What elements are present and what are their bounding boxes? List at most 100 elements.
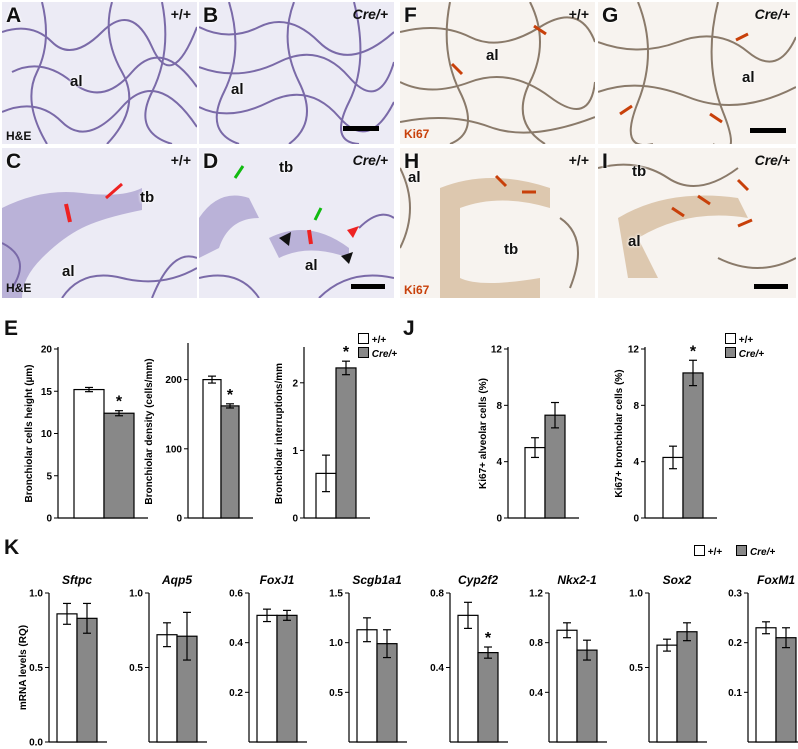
bar-E1-1 (103, 412, 135, 519)
y-tick-label-J1: 12 (491, 345, 503, 356)
bar-K5-1 (477, 651, 499, 743)
height-marker-icon (307, 229, 313, 245)
tissue-label-tb-C: tb (140, 189, 155, 206)
y-tick-label-K2: 1.0 (129, 589, 143, 600)
bar-J2-1 (682, 372, 704, 519)
genotype-label-G: Cre/+ (754, 6, 790, 22)
gene-title-K3: FoxJ1 (260, 573, 295, 587)
y-tick-label-K3: 0.2 (229, 688, 243, 699)
panel-letter-D: D (203, 150, 219, 173)
panel-letter-G: G (602, 4, 619, 27)
legend-swatch-cre (358, 347, 369, 358)
stain-label-F: Ki67 (404, 127, 430, 141)
alveolar-tissue-G (598, 2, 796, 144)
micrograph-A: A +/+ al H&E (2, 2, 197, 144)
bronchiole-tissue-C (2, 182, 197, 298)
y-axis-label-E1: Bronchiolar cells height (µm) (24, 364, 35, 502)
y-axis-label-K1: mRNA levels (RQ) (18, 625, 29, 710)
legend-label-cre: Cre/+ (371, 349, 398, 360)
y-tick-label-K6: 1.2 (529, 589, 543, 600)
legend-K: +/+ Cre/+ (694, 545, 775, 558)
y-axis-label-J1: Ki67+ alveolar cells (%) (478, 378, 489, 489)
gene-title-K5: Cyp2f2 (458, 573, 498, 587)
y-tick-label-K5: 0.8 (430, 589, 444, 600)
panel-letter-B: B (203, 4, 219, 27)
significance-star-E1: * (116, 394, 123, 411)
bar-E1-0 (73, 388, 105, 519)
red-arrow-icon (105, 182, 123, 200)
micrograph-I: I Cre/+ tb al (598, 148, 796, 298)
bar-K8-0 (755, 627, 777, 743)
tissue-label-al-B: al (231, 81, 244, 98)
bar-K7-1 (676, 631, 698, 743)
y-tick-label-J1: 4 (496, 457, 502, 468)
legend-label-wt: +/+ (738, 335, 754, 346)
stain-label-C: H&E (6, 281, 32, 295)
legend-swatch-wt (358, 333, 369, 344)
bar-E2-0 (202, 379, 222, 519)
y-tick-label-K8: 0.2 (728, 638, 742, 649)
tissue-label-al-H: al (408, 169, 421, 186)
legend-label-wt: +/+ (371, 335, 387, 346)
bar-J1-1 (544, 414, 566, 519)
y-tick-label-E1: 15 (41, 387, 53, 398)
y-tick-label-J2: 4 (633, 457, 639, 468)
y-tick-label-J1: 8 (496, 401, 502, 412)
stain-label-A: H&E (6, 129, 32, 143)
alveolar-tissue-F (400, 2, 595, 144)
gene-title-K7: Sox2 (663, 573, 692, 587)
orange-arrow-icon (709, 112, 723, 124)
y-tick-label-K3: 0.4 (229, 638, 243, 649)
orange-arrow-icon (671, 206, 685, 218)
panel-letter-E: E (4, 317, 19, 340)
y-axis-label-E2: Bronchiolar density (cells/mm) (144, 358, 155, 504)
y-tick-label-E2: 200 (165, 375, 182, 386)
y-tick-label-K7: 0.5 (629, 663, 643, 674)
tissue-label-tb-D: tb (279, 159, 294, 176)
micrograph-G: G Cre/+ al (598, 2, 796, 144)
y-tick-label-E3: 1 (292, 446, 298, 457)
legend-label-wt: +/+ (707, 547, 723, 558)
micrograph-F: F +/+ al Ki67 (400, 2, 595, 144)
orange-arrow-icon (619, 104, 633, 116)
panel-letter-C: C (6, 150, 22, 173)
stain-label-H: Ki67 (404, 283, 430, 297)
micrograph-B: B Cre/+ al (199, 2, 394, 144)
significance-star-J2: * (690, 343, 697, 360)
y-tick-label-J1: 0 (496, 514, 502, 525)
bar-E2-1 (220, 405, 240, 519)
green-arrow-icon (313, 207, 323, 221)
significance-star-K5: * (485, 630, 492, 647)
panel-letter-H: H (404, 150, 420, 173)
scale-bar-G (750, 128, 786, 133)
legend-swatch-wt (694, 545, 705, 556)
y-tick-label-E3: 2 (292, 378, 298, 389)
micrograph-H: H +/+ al tb Ki67 (400, 148, 595, 298)
genotype-label-I: Cre/+ (754, 152, 790, 168)
panel-letter-F: F (404, 4, 417, 27)
significance-star-E2: * (227, 387, 234, 404)
y-tick-label-K4: 1.5 (329, 589, 343, 600)
legend-label-cre: Cre/+ (749, 547, 776, 558)
y-tick-label-E1: 5 (46, 471, 52, 482)
y-tick-label-K3: 0.6 (229, 589, 243, 600)
orange-arrow-icon (737, 218, 753, 228)
bar-K6-1 (576, 649, 598, 743)
genotype-label-F: +/+ (568, 6, 589, 22)
bronchiole-tissue-D (199, 165, 394, 298)
legend-swatch-cre (736, 545, 748, 556)
alveolar-tissue-A (2, 2, 197, 144)
gene-title-K2: Aqp5 (161, 573, 192, 587)
legend-swatch-wt (725, 333, 736, 344)
panel-letter-A: A (6, 4, 22, 27)
micrograph-D: D Cre/+ tb al (199, 148, 394, 298)
orange-arrow-icon (697, 194, 711, 206)
y-tick-label-K1: 0.5 (29, 663, 43, 674)
y-tick-label-J2: 12 (628, 345, 640, 356)
bar-K1-1 (76, 617, 98, 743)
tissue-label-tb-H: tb (504, 241, 519, 258)
gene-title-K1: Sftpc (62, 573, 92, 587)
bar-K2-0 (156, 634, 178, 743)
y-tick-label-K1: 0.0 (29, 738, 43, 749)
orange-arrow-icon (494, 174, 508, 188)
